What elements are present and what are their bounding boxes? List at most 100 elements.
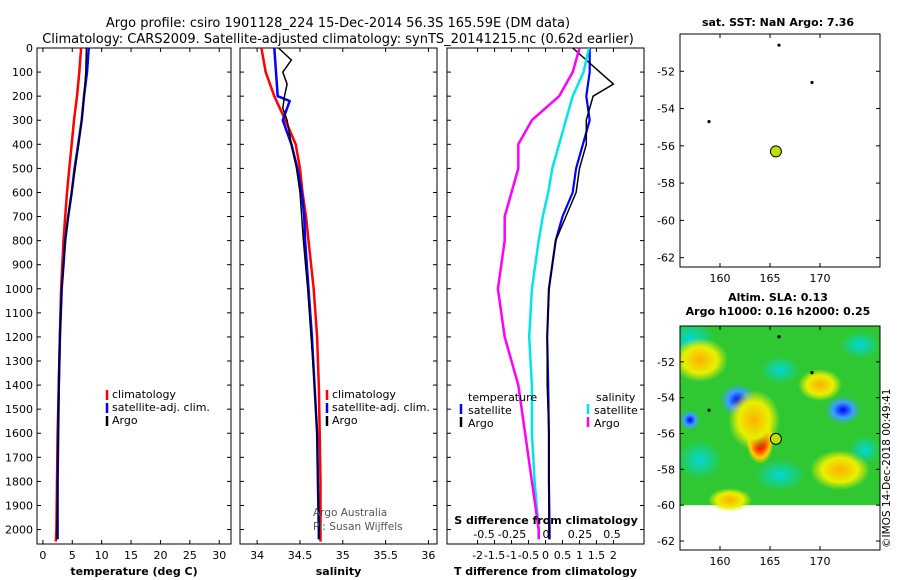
sla-anomaly (798, 369, 842, 401)
island-marker (707, 120, 711, 124)
x-axis-label: T difference from climatology (454, 565, 637, 578)
map-lon-label: 165 (760, 555, 781, 568)
x-tick-label: 5 (69, 549, 76, 562)
x-axis-label: salinity (316, 565, 362, 578)
series-line-argo (56, 47, 88, 540)
map-top-title: sat. SST: NaN Argo: 7.36 (702, 16, 854, 29)
sla-anomaly (760, 356, 800, 384)
map-lat-label: -60 (657, 214, 675, 227)
map-bottom-title1: Altim. SLA: 0.13 (728, 291, 828, 304)
x-tick-label: 0 (39, 549, 46, 562)
map-lon-label: 170 (810, 272, 831, 285)
map-lat-label: -54 (657, 103, 675, 116)
island-marker (777, 335, 781, 339)
series-line-argo (277, 47, 320, 540)
island-marker (810, 370, 814, 375)
depth-tick-label: 300 (12, 114, 33, 127)
depth-tick-label: 2000 (5, 524, 33, 537)
series-line-climatology (260, 47, 322, 542)
x-tick-label: 30 (212, 549, 226, 562)
x-tick-label: 0.5 (554, 549, 572, 562)
series-line-satellite-adj-clim- (273, 47, 321, 540)
x2-axis-label: S difference from climatology (454, 514, 638, 527)
credit-pi: PI: Susan Wijffels (313, 521, 403, 533)
x-tick-label: -0.5 (518, 549, 539, 562)
x-tick-label: 34.5 (288, 549, 313, 562)
legend-label: Argo (594, 417, 620, 430)
depth-tick-label: 1700 (5, 451, 33, 464)
legend-label: satellite-adj. clim. (332, 401, 430, 414)
profile-panel-frame (36, 47, 232, 545)
sla-anomaly (825, 396, 861, 424)
legend-label: satellite-adj. clim. (112, 401, 210, 414)
depth-tick-label: 1500 (5, 403, 33, 416)
side-stamp: ©IMOS 14-Dec-2018 00:49:41 (881, 389, 893, 548)
legend-label: Argo (112, 414, 138, 427)
depth-tick-label: 600 (12, 186, 33, 199)
x-tick-label: -2 (472, 549, 483, 562)
map-lat-label: -56 (657, 428, 675, 441)
island-marker (777, 43, 781, 47)
x2-tick-label: -0.5 (473, 528, 494, 541)
island-marker (810, 80, 814, 85)
x-tick-label: -1 (506, 549, 517, 562)
series-line-argo (546, 47, 615, 540)
x-tick-label: 20 (153, 549, 167, 562)
sla-anomaly (728, 390, 780, 450)
sla-anomaly (840, 331, 880, 359)
credit-argo-australia: Argo Australia (313, 507, 387, 519)
x-tick-label: 10 (95, 549, 109, 562)
sla-anomaly (708, 488, 752, 512)
depth-tick-label: 1400 (5, 379, 33, 392)
map-lat-label: -56 (657, 140, 675, 153)
x2-tick-label: 0.25 (568, 528, 593, 541)
map-frame (679, 33, 881, 268)
depth-tick-label: 100 (12, 66, 33, 79)
x-tick-label: 0 (542, 549, 549, 562)
map-lat-label: -52 (657, 65, 675, 78)
depth-tick-label: 400 (12, 138, 33, 151)
series-line-climatology (54, 47, 83, 542)
x-tick-label: 1.5 (588, 549, 606, 562)
depth-tick-label: 1100 (5, 307, 33, 320)
depth-tick-label: 1600 (5, 427, 33, 440)
depth-tick-label: 1900 (5, 499, 33, 512)
x-tick-label: 15 (124, 549, 138, 562)
legend-header-temperature: temperature (468, 391, 537, 404)
legend-label: climatology (112, 388, 176, 401)
map-lat-label: -58 (657, 463, 675, 476)
argo-position-marker (769, 432, 782, 445)
x-tick-label: 34 (250, 549, 264, 562)
depth-tick-label: 900 (12, 259, 33, 272)
depth-tick-label: 500 (12, 162, 33, 175)
sla-anomaly (849, 436, 880, 464)
map-lat-label: -62 (657, 252, 675, 265)
map-frame (679, 325, 881, 551)
profile-panel-frame (446, 47, 645, 545)
legend-label: Argo (468, 417, 494, 430)
x-tick-label: -1.5 (484, 549, 505, 562)
depth-tick-label: 700 (12, 211, 33, 224)
series-line-satellite (546, 48, 591, 540)
sla-anomaly (680, 410, 700, 430)
figure-title-line2: Climatology: CARS2009. Satellite-adjuste… (42, 32, 634, 47)
argo-position-marker (769, 145, 782, 158)
profile-panel-frame (239, 47, 438, 545)
map-lon-label: 160 (710, 555, 731, 568)
legend-header-salinity: salinity (596, 391, 636, 404)
depth-tick-label: 800 (12, 235, 33, 248)
map-lat-label: -54 (657, 392, 675, 405)
map-lat-label: -52 (657, 356, 675, 369)
x-tick-label: 35 (336, 549, 350, 562)
map-lon-label: 160 (710, 272, 731, 285)
legend-label: Argo (332, 414, 358, 427)
x-tick-label: 36 (421, 549, 435, 562)
legend-label: satellite (594, 404, 638, 417)
depth-tick-label: 1200 (5, 331, 33, 344)
legend-label: satellite (468, 404, 512, 417)
sla-anomaly (754, 459, 806, 491)
sla-heatmap (680, 326, 880, 512)
sla-anomaly (680, 440, 722, 480)
island-marker (707, 408, 711, 412)
